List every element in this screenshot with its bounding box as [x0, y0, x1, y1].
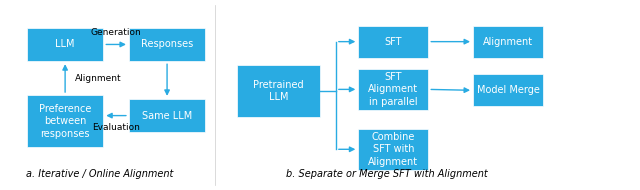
Text: b. Separate or Merge SFT with Alignment: b. Separate or Merge SFT with Alignment	[286, 169, 488, 179]
Text: Model Merge: Model Merge	[477, 85, 540, 95]
Text: Generation: Generation	[91, 28, 141, 37]
FancyBboxPatch shape	[27, 95, 103, 147]
FancyBboxPatch shape	[473, 26, 543, 58]
Text: LLM: LLM	[56, 40, 75, 49]
FancyBboxPatch shape	[358, 69, 428, 110]
FancyBboxPatch shape	[358, 26, 428, 58]
FancyBboxPatch shape	[129, 99, 205, 132]
FancyBboxPatch shape	[27, 28, 103, 61]
Text: Responses: Responses	[141, 40, 193, 49]
FancyBboxPatch shape	[129, 28, 205, 61]
Text: Combine
SFT with
Alignment: Combine SFT with Alignment	[368, 132, 419, 167]
Text: SFT: SFT	[385, 37, 402, 47]
Text: Alignment: Alignment	[75, 74, 122, 83]
Text: Pretrained
LLM: Pretrained LLM	[253, 80, 304, 102]
FancyBboxPatch shape	[237, 65, 320, 117]
Text: Evaluation: Evaluation	[92, 123, 140, 132]
Text: Preference
between
responses: Preference between responses	[39, 104, 92, 139]
FancyBboxPatch shape	[358, 129, 428, 170]
Text: SFT
Alignment
in parallel: SFT Alignment in parallel	[368, 72, 419, 107]
Text: a. Iterative / Online Alignment: a. Iterative / Online Alignment	[26, 169, 174, 179]
FancyBboxPatch shape	[473, 74, 543, 106]
Text: Same LLM: Same LLM	[142, 111, 192, 121]
Text: Alignment: Alignment	[483, 37, 533, 47]
